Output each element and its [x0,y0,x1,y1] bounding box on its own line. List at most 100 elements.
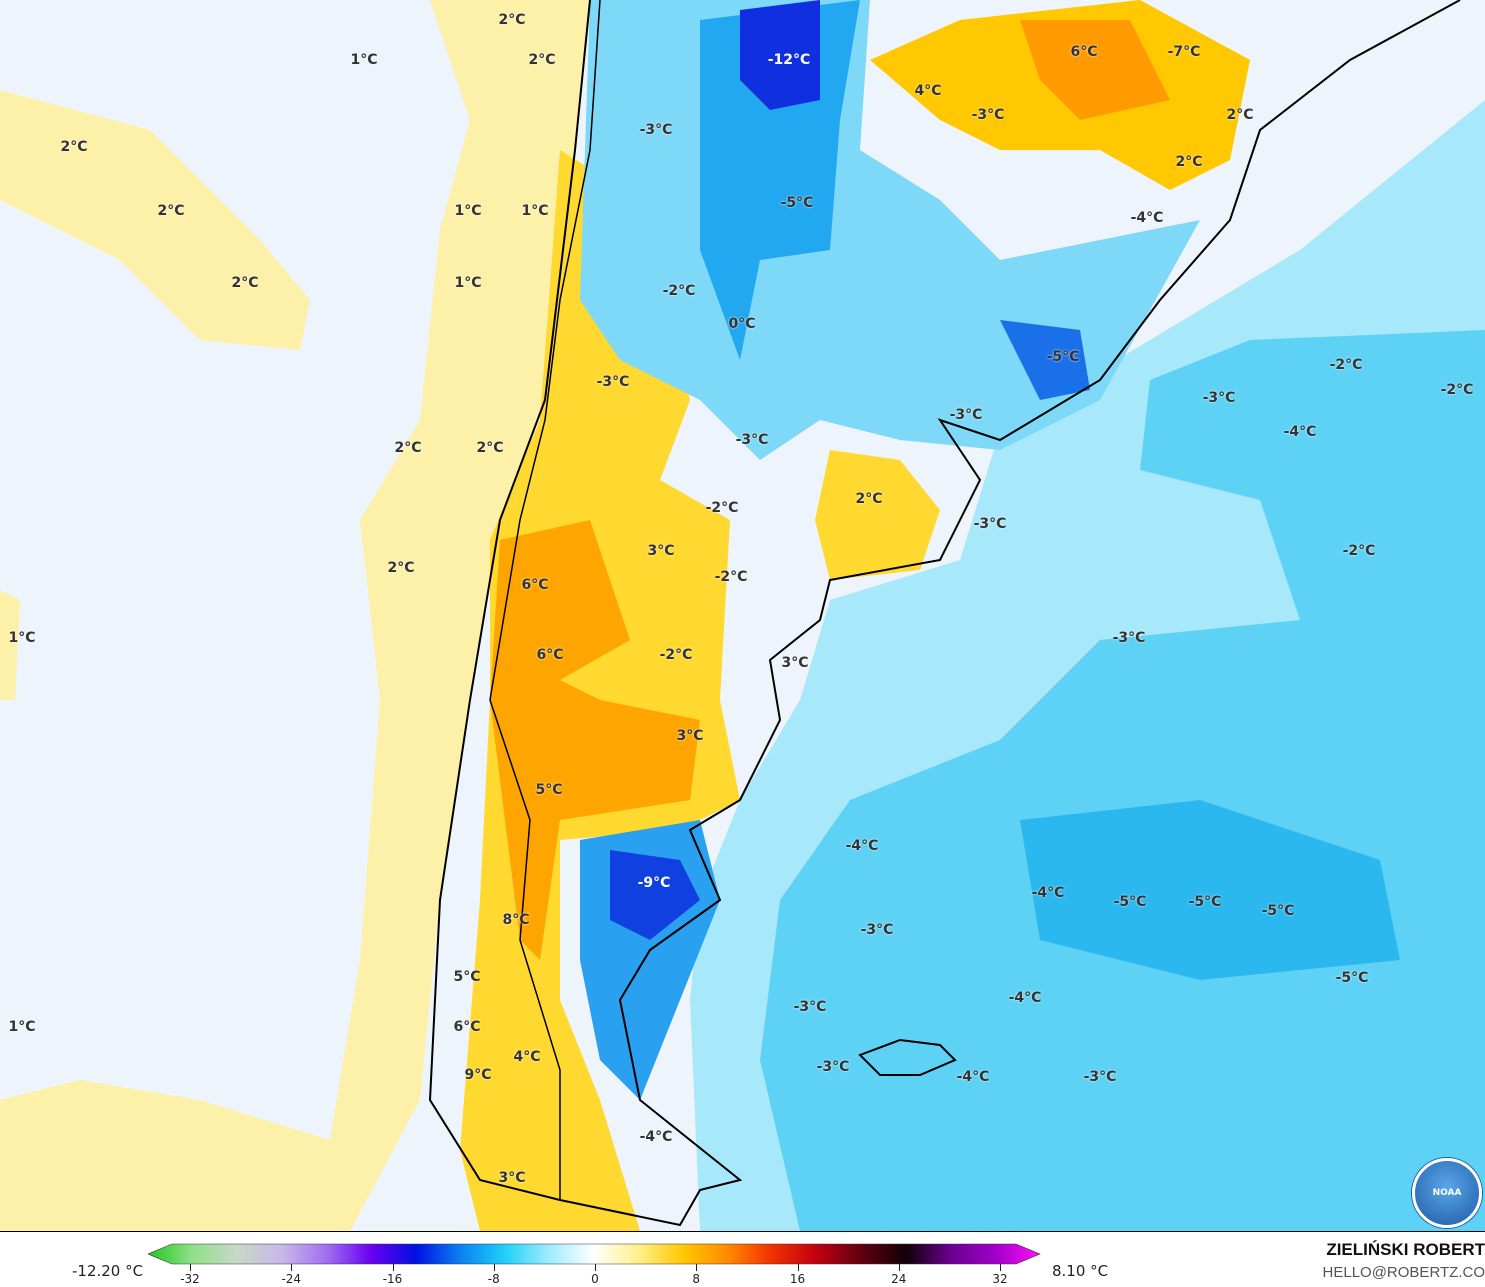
temp-label: 9°C [464,1067,492,1083]
pampa-warm-patch [815,450,940,580]
temp-label: 3°C [676,728,704,744]
andes-border-line [489,0,601,1200]
temp-label: 1°C [350,52,378,68]
temp-label: -9°C [637,875,671,891]
max-value: 8.10 °C [1052,1262,1109,1280]
author-name: ZIELIŃSKI ROBERT [1326,1240,1485,1259]
temp-label: 2°C [528,52,556,68]
temp-label: -4°C [1130,210,1164,226]
temp-label: 3°C [781,655,809,671]
temp-label: -4°C [845,838,879,854]
temp-label: -3°C [973,516,1007,532]
temp-label: 2°C [476,440,504,456]
colorbar-tick-mark [493,1264,495,1271]
temp-label: -4°C [639,1129,673,1145]
min-value: -12.20 °C [72,1262,144,1280]
andes-orange-area [490,520,700,960]
colorbar-tick-label: 32 [992,1272,1008,1286]
temp-label: -4°C [1008,990,1042,1006]
colorbar-tick-label: -16 [382,1272,403,1286]
andes-warm-area [460,150,740,1231]
temp-label: 4°C [513,1049,541,1065]
colorbar-tick-label: 8 [692,1272,701,1286]
colorbar-tick-mark [797,1264,799,1271]
colorbar-tick-label: -24 [281,1272,302,1286]
author-email: HELLO@ROBERTZ.CO [1322,1264,1485,1281]
temp-label: -3°C [860,922,894,938]
temp-label: -3°C [949,407,983,423]
temp-label: 1°C [521,203,549,219]
temp-label: -2°C [714,569,748,585]
temp-label: 2°C [394,440,422,456]
temp-label: -5°C [1335,970,1369,986]
temp-label: -5°C [1046,349,1080,365]
temp-label: 2°C [855,491,883,507]
pacific-warm-patch [0,90,310,350]
temp-label: -12°C [767,52,811,68]
map-fill [0,0,1485,1231]
temp-label: 2°C [231,275,259,291]
colorbar [148,1243,1041,1265]
colorbar-tick-label: 0 [591,1272,599,1286]
temp-label: -2°C [1440,382,1474,398]
temp-label: 3°C [498,1170,526,1186]
colorbar-tick-mark [392,1264,394,1271]
temp-label: 0°C [728,316,756,332]
temp-label: -3°C [1202,390,1236,406]
temp-label: -3°C [971,107,1005,123]
temp-label: -4°C [1283,424,1317,440]
temp-label: 2°C [157,203,185,219]
temp-label: -7°C [1167,44,1201,60]
temp-label: 6°C [1070,44,1098,60]
atlantic-core-area [1020,800,1400,980]
colorbar-tick-mark [190,1264,191,1271]
credit: ZIELIŃSKI ROBERT HELLO@ROBERTZ.CO [1323,1240,1485,1281]
colorbar-tick-label: -8 [487,1272,500,1286]
temp-label: 5°C [535,782,563,798]
temp-label: 2°C [1175,154,1203,170]
temp-label: 8°C [502,912,530,928]
temp-label: -3°C [1112,630,1146,646]
colorbar-legend: -12.20 °C -32 -24 -16 -8 0 8 16 24 32 8.10 °C ZI… [0,1232,1485,1287]
temp-label: -2°C [1342,543,1376,559]
temp-label: -4°C [1031,885,1065,901]
falkland-islands [858,1038,957,1076]
temp-label: -4°C [956,1069,990,1085]
colorbar-tick-mark [696,1264,698,1271]
temp-label: -2°C [662,283,696,299]
temp-label: -5°C [780,195,814,211]
temp-label: -3°C [639,122,673,138]
colorbar-tick-label: 24 [891,1272,907,1286]
temp-label: 6°C [521,577,549,593]
temp-label: -2°C [659,647,693,663]
temp-label: -5°C [1188,894,1222,910]
temp-label: 2°C [498,12,526,28]
temp-label: 2°C [60,139,88,155]
temp-label: -3°C [735,432,769,448]
temp-label: -3°C [793,999,827,1015]
temp-label: -2°C [705,500,739,516]
brazil-orange-core [1020,20,1170,120]
temp-label: 2°C [387,560,415,576]
pacific-warm-patch-west [0,590,20,700]
colorbar-tick-label: -32 [180,1272,200,1286]
temp-label: -5°C [1113,894,1147,910]
colorbar-tick-mark [898,1264,900,1271]
temp-label: -2°C [1329,357,1363,373]
colorbar-tick-mark [1000,1264,1001,1271]
south-america-coastline [428,0,1461,1227]
colorbar-tick-mark [291,1264,293,1271]
patagonia-coldest-core [610,850,700,940]
colorbar-tick-label: 16 [789,1272,806,1286]
temp-label: 2°C [1226,107,1254,123]
temp-label: 1°C [454,275,482,291]
temp-label: -5°C [1261,903,1295,919]
temp-label: 5°C [453,969,481,985]
temp-label: -3°C [816,1059,850,1075]
temp-label: 1°C [8,630,36,646]
temp-label: 4°C [914,83,942,99]
noaa-logo-text: NOAA [1432,1188,1462,1198]
atlantic-colder-area [760,330,1485,1231]
colorbar-tick-mark [595,1264,596,1271]
noaa-logo: NOAA [1412,1158,1482,1228]
